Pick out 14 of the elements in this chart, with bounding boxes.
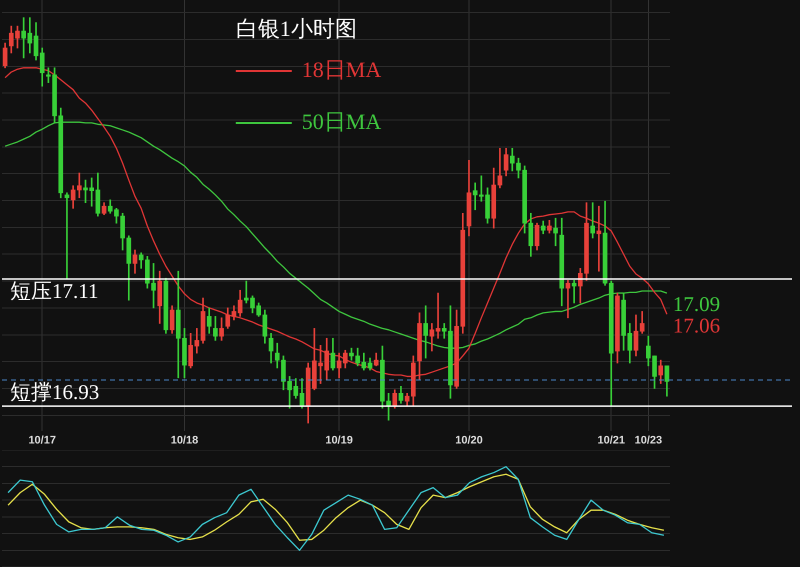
candlestick [553,218,558,246]
x-tick-label: 10/19 [325,434,353,446]
text: 白银1小时图 [236,16,357,41]
x-tick-label: 10/23 [634,434,662,446]
x-tick-label: 10/17 [28,434,56,446]
legend-label: 50日MA [302,108,382,134]
x-tick-label: 10/18 [170,434,198,446]
legend-label: 18日MA [302,56,382,82]
ref-line-label: 短撑16.93 [10,380,100,404]
candlestick [566,280,570,318]
ref-line-label: 短压17.11 [10,278,98,303]
candlestick [64,192,70,279]
x-tick-label: 10/20 [455,434,483,446]
x-tick-label: 10/21 [597,434,626,446]
